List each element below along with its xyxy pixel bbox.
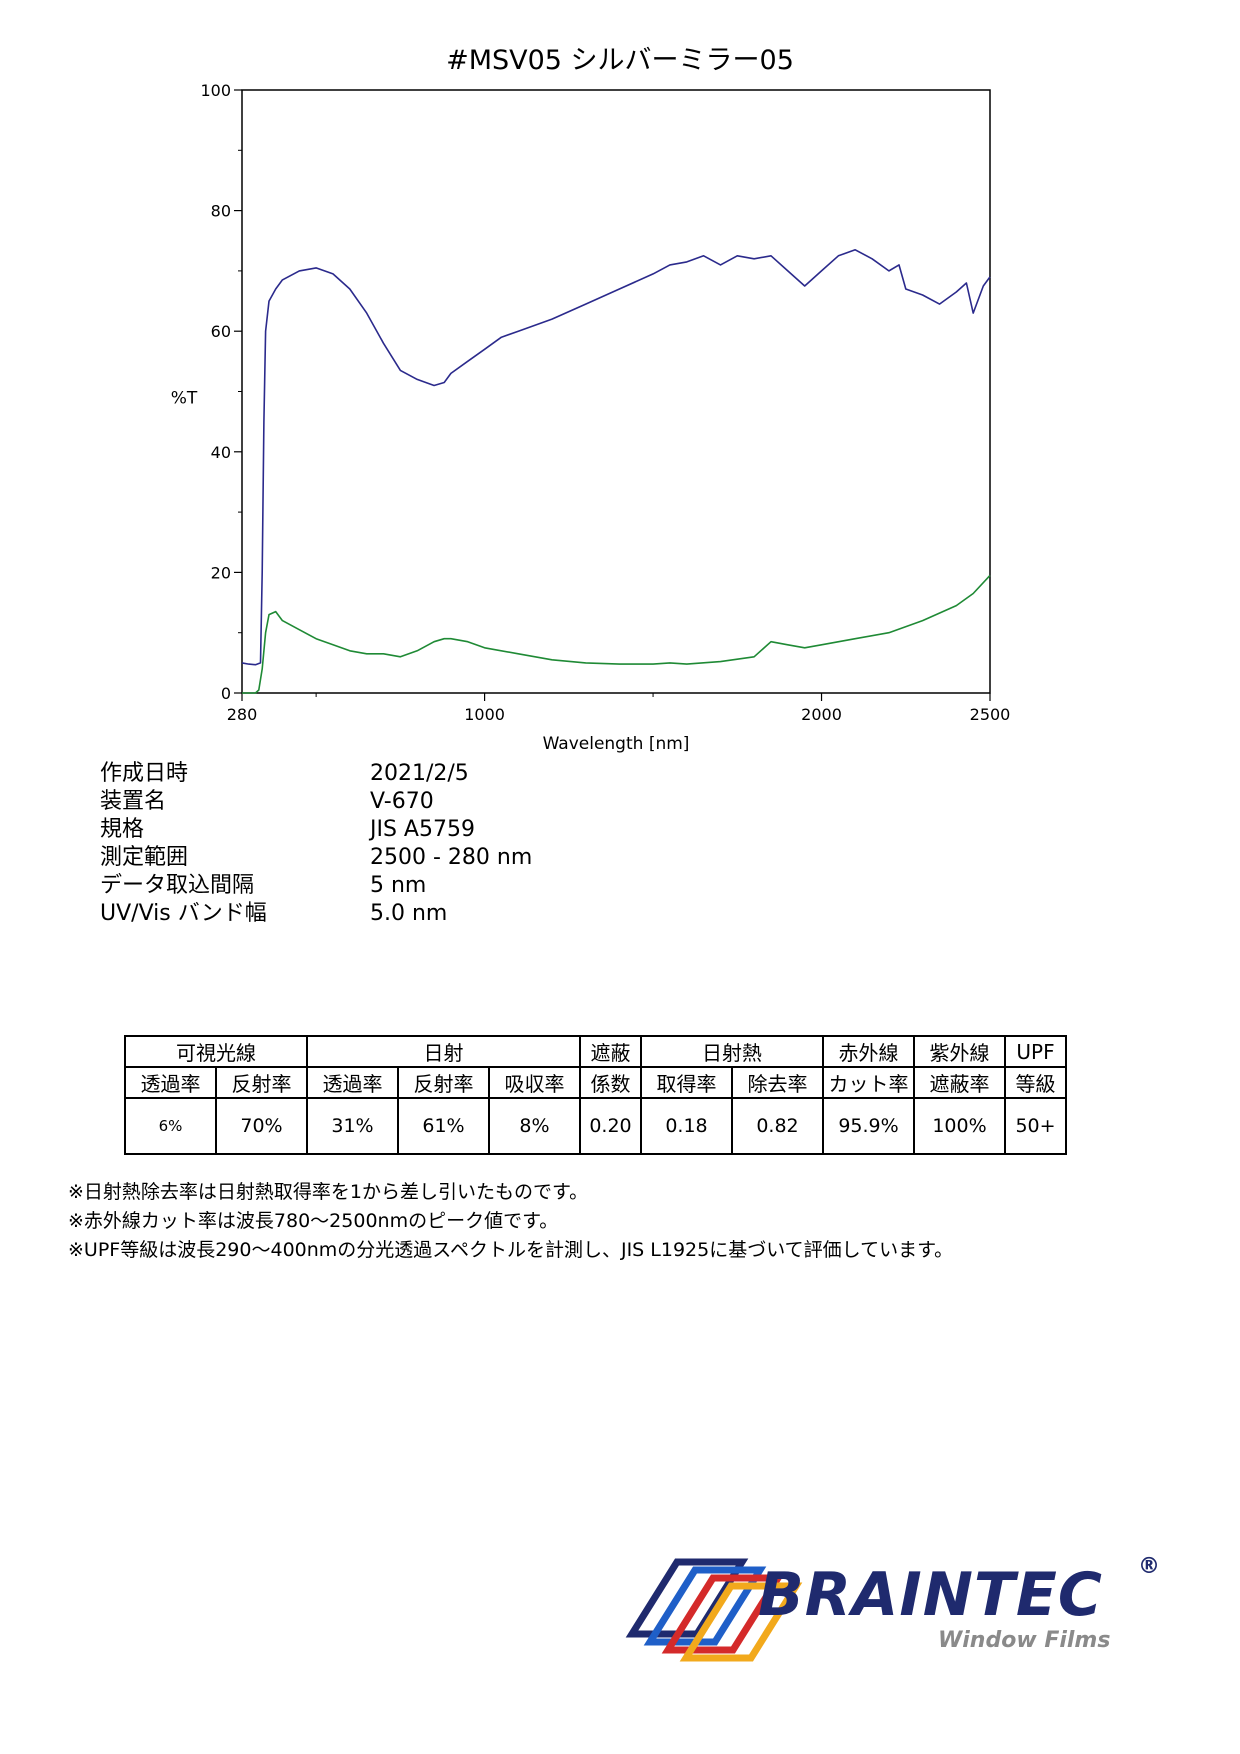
info-row-bandwidth: UV/Vis バンド幅 5.0 nm bbox=[100, 900, 532, 928]
y-tick-label: 100 bbox=[200, 81, 231, 100]
info-value: JIS A5759 bbox=[370, 817, 475, 842]
note-2: ※赤外線カット率は波長780〜2500nmのピーク値です。 bbox=[68, 1210, 559, 1232]
y-tick-label: 20 bbox=[211, 563, 231, 582]
x-tick-label: 2000 bbox=[801, 705, 842, 724]
info-label: 作成日時 bbox=[100, 761, 189, 786]
info-value: 2021/2/5 bbox=[370, 761, 469, 786]
value-uv-block: 100% bbox=[913, 1097, 1006, 1155]
header-solar: 日射 bbox=[306, 1035, 581, 1068]
value-heat-gain: 0.18 bbox=[640, 1097, 733, 1155]
header-sol-refl: 反射率 bbox=[397, 1066, 490, 1099]
y-axis-label: %T bbox=[171, 389, 198, 409]
value-ir-cut: 95.9% bbox=[822, 1097, 915, 1155]
header-ir-1: 赤外線 bbox=[822, 1035, 915, 1068]
info-row-interval: データ取込間隔 5 nm bbox=[100, 872, 532, 900]
info-label: 装置名 bbox=[100, 789, 167, 814]
logo-frame-2 bbox=[643, 1566, 767, 1646]
info-value: 5.0 nm bbox=[370, 901, 448, 926]
info-row-date: 作成日時 2021/2/5 bbox=[100, 760, 532, 788]
chart-axes: 0 20 40 60 80 100 280 1000 2000 2500 Wavelength [n… bbox=[171, 81, 1011, 754]
chart-series bbox=[241, 249, 991, 694]
logo-frames bbox=[625, 1558, 803, 1662]
header-shading-2: 係数 bbox=[579, 1066, 642, 1099]
info-label: 規格 bbox=[100, 817, 145, 842]
y-tick-label: 60 bbox=[211, 322, 231, 341]
info-label: データ取込間隔 bbox=[100, 873, 255, 898]
x-tick-label: 2500 bbox=[970, 705, 1011, 724]
header-upf-2: 等級 bbox=[1004, 1066, 1067, 1099]
transmittance-chart: 0 20 40 60 80 100 280 1000 2000 2500 Wavelength [n… bbox=[171, 81, 1011, 754]
logo-frame-3 bbox=[661, 1574, 785, 1654]
chart-title: #MSV05 シルバーミラー05 bbox=[446, 45, 794, 76]
brand-name: BRAINTEC bbox=[758, 1560, 1103, 1630]
info-value: 2500 - 280 nm bbox=[370, 845, 533, 870]
header-uv-2: 遮蔽率 bbox=[913, 1066, 1006, 1099]
registered-mark: ® bbox=[1138, 1554, 1160, 1579]
header-vis-trans: 透過率 bbox=[124, 1066, 217, 1099]
header-ir-2: カット率 bbox=[822, 1066, 915, 1099]
plot-frame bbox=[241, 89, 991, 694]
value-upf: 50+ bbox=[1004, 1097, 1067, 1155]
info-value: 5 nm bbox=[370, 873, 427, 898]
info-value: V-670 bbox=[370, 789, 434, 814]
value-vis-trans: 6% bbox=[124, 1097, 217, 1155]
logo-frame-4 bbox=[679, 1582, 803, 1662]
value-vis-refl: 70% bbox=[215, 1097, 308, 1155]
y-tick-label: 0 bbox=[221, 684, 231, 703]
header-upf-1: UPF bbox=[1004, 1035, 1067, 1068]
measurement-info: 作成日時 2021/2/5 装置名 V-670 規格 JIS A5759 測定範囲 25… bbox=[100, 760, 532, 928]
x-axis-label: Wavelength [nm] bbox=[543, 734, 690, 754]
series-line-1 bbox=[241, 249, 991, 666]
braintec-logo-mark bbox=[625, 1558, 803, 1662]
info-row-device: 装置名 V-670 bbox=[100, 788, 532, 816]
x-tick-label: 1000 bbox=[464, 705, 505, 724]
y-tick-label: 40 bbox=[211, 443, 231, 462]
series-line-2 bbox=[242, 574, 991, 694]
info-label: UV/Vis バンド幅 bbox=[100, 901, 267, 926]
header-vis-refl: 反射率 bbox=[215, 1066, 308, 1099]
header-shading-1: 遮蔽 bbox=[579, 1035, 642, 1068]
header-visible-light: 可視光線 bbox=[124, 1035, 308, 1068]
header-solar-heat: 日射熱 bbox=[640, 1035, 824, 1068]
note-3: ※UPF等級は波長290〜400nmの分光透過スペクトルを計測し、JIS L19… bbox=[68, 1239, 954, 1261]
y-tick-label: 80 bbox=[211, 202, 231, 221]
value-sol-refl: 61% bbox=[397, 1097, 490, 1155]
header-heat-gain: 取得率 bbox=[640, 1066, 733, 1099]
header-sol-abs: 吸収率 bbox=[488, 1066, 581, 1099]
info-label: 測定範囲 bbox=[100, 845, 189, 870]
performance-table: 可視光線 日射 遮蔽 日射熱 赤外線 紫外線 UPF 透過率 反射率 透過率 反… bbox=[124, 1035, 1067, 1155]
header-uv-1: 紫外線 bbox=[913, 1035, 1006, 1068]
header-heat-removal: 除去率 bbox=[731, 1066, 824, 1099]
value-heat-removal: 0.82 bbox=[731, 1097, 824, 1155]
footnotes: ※日射熱除去率は日射熱取得率を1から差し引いたものです。 ※赤外線カット率は波長… bbox=[68, 1178, 953, 1265]
value-shading-coef: 0.20 bbox=[579, 1097, 642, 1155]
info-row-standard: 規格 JIS A5759 bbox=[100, 816, 532, 844]
info-row-range: 測定範囲 2500 - 280 nm bbox=[100, 844, 532, 872]
brand-subtitle: Window Films bbox=[938, 1628, 1111, 1653]
header-sol-trans: 透過率 bbox=[306, 1066, 399, 1099]
value-sol-abs: 8% bbox=[488, 1097, 581, 1155]
note-1: ※日射熱除去率は日射熱取得率を1から差し引いたものです。 bbox=[68, 1181, 589, 1203]
x-tick-label: 280 bbox=[227, 705, 258, 724]
value-sol-trans: 31% bbox=[306, 1097, 399, 1155]
